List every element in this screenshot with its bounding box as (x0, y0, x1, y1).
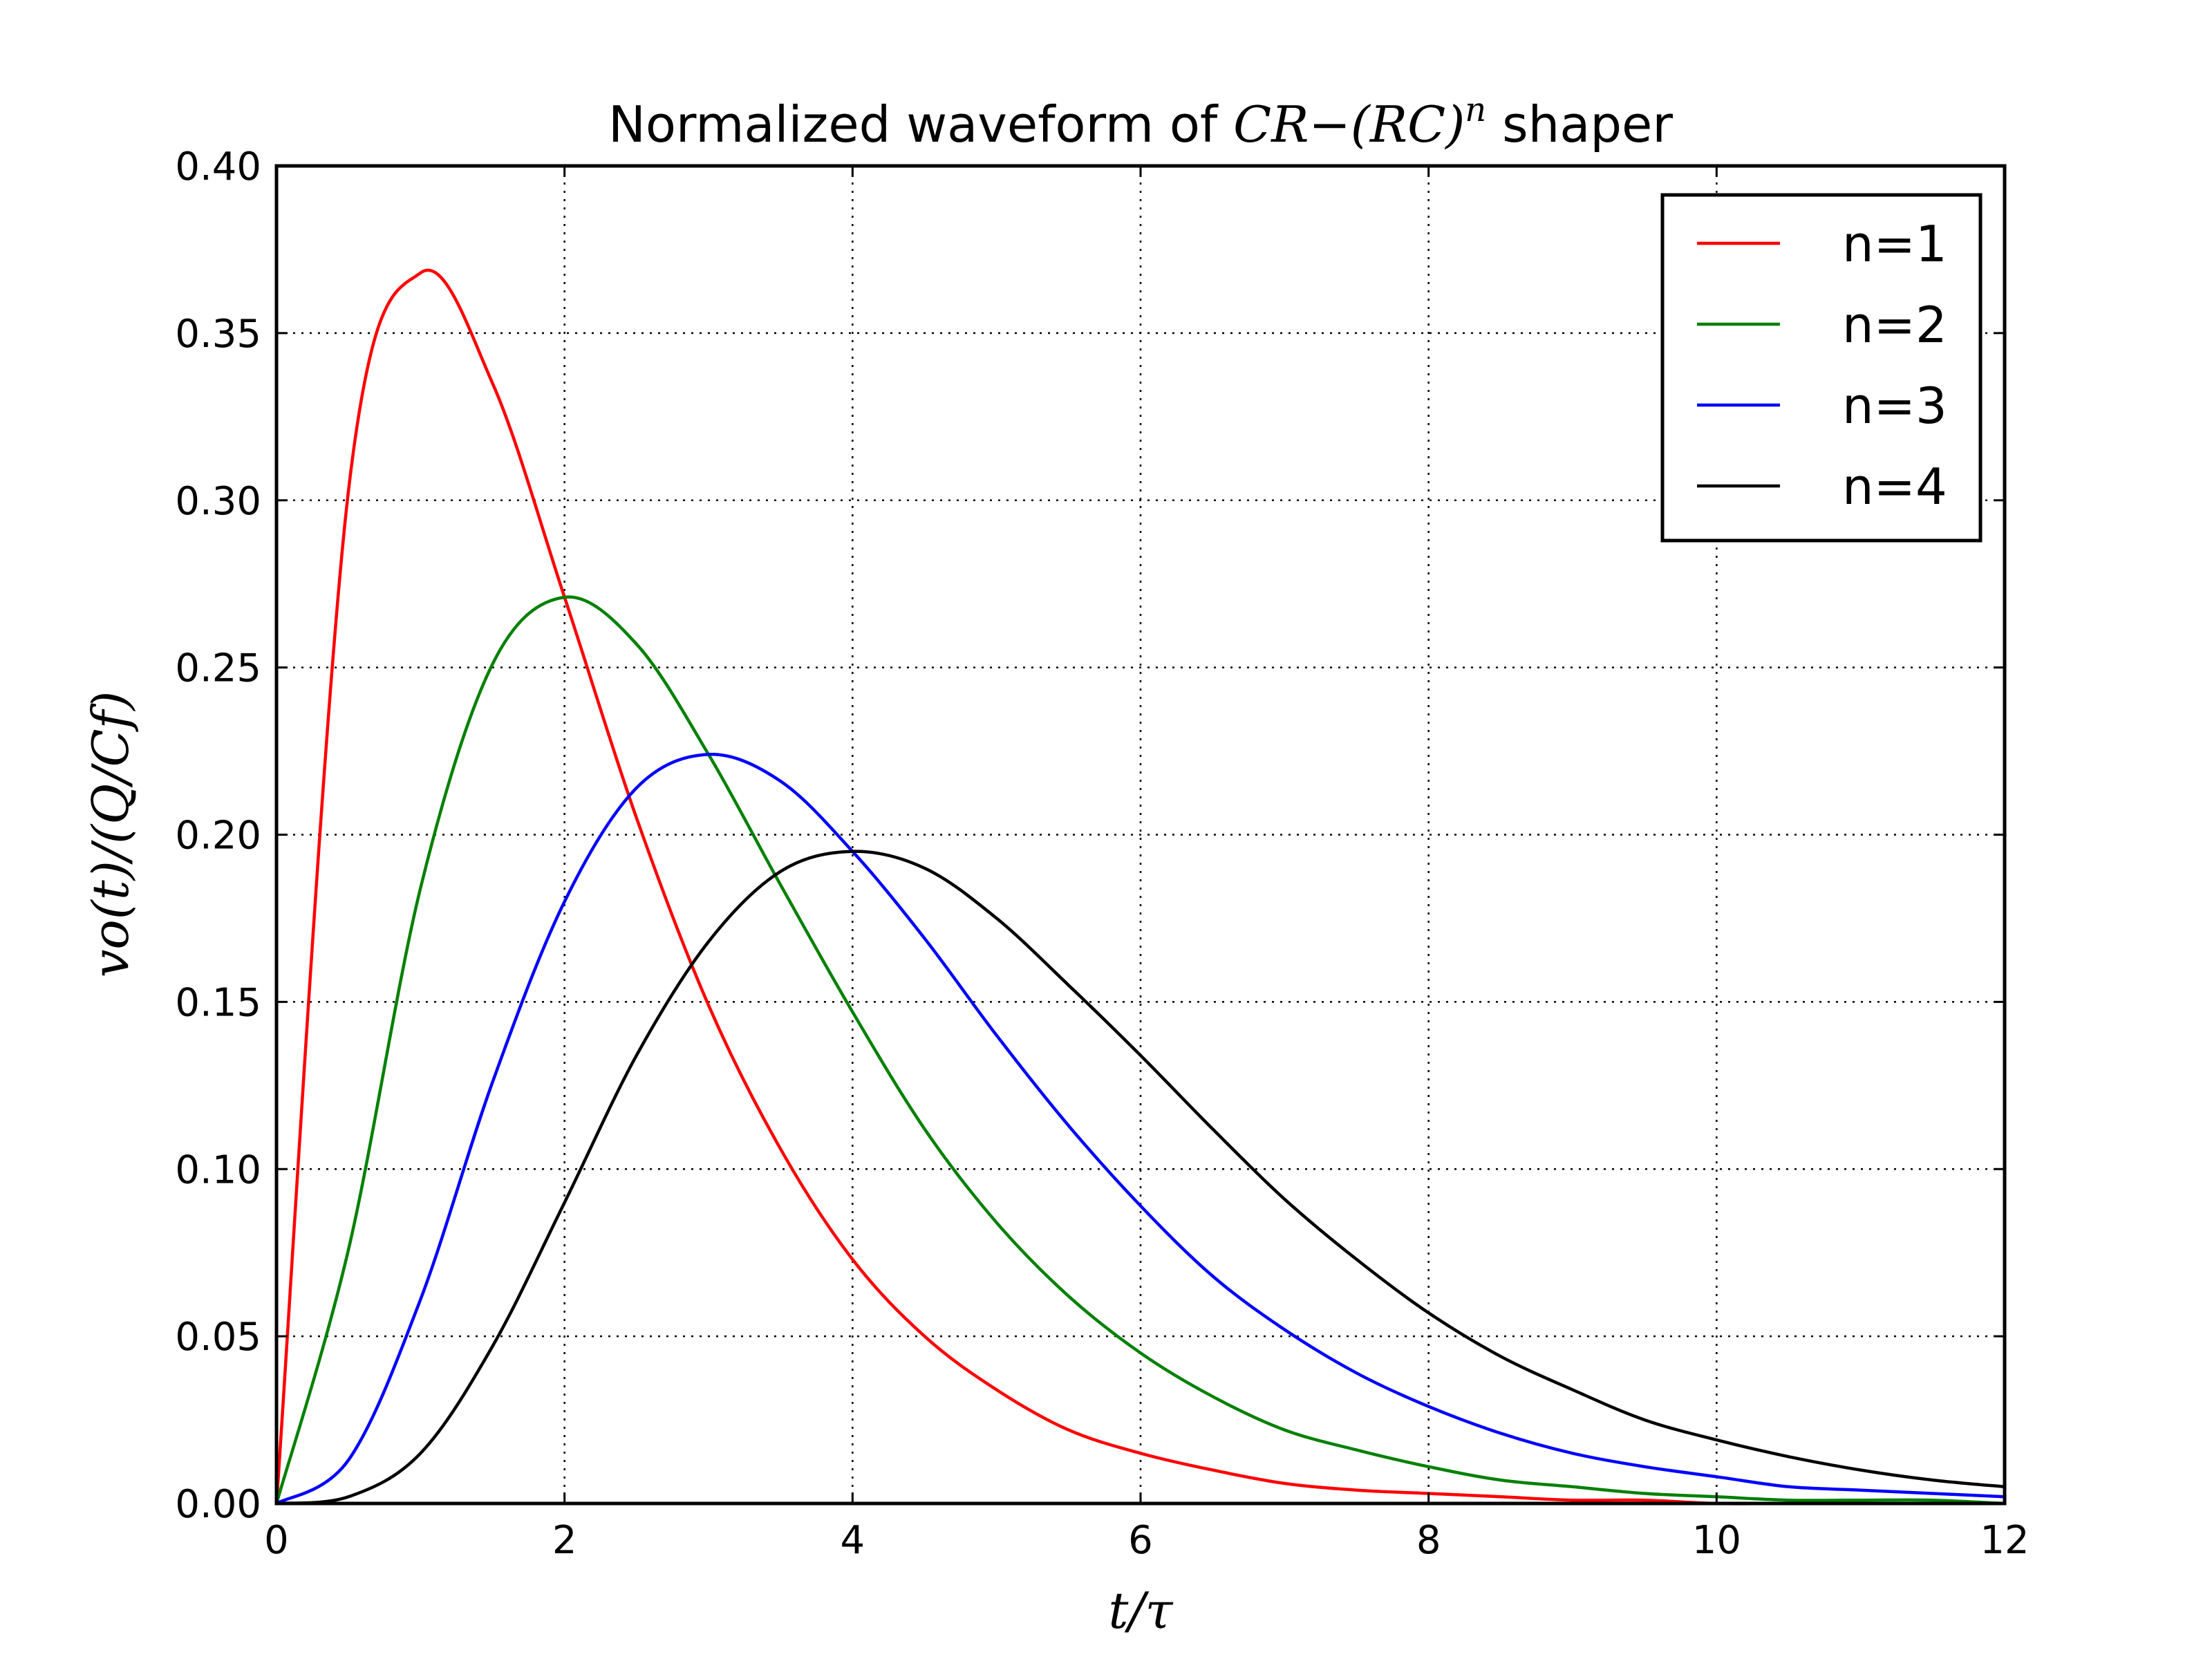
x-tick-label: 2 (552, 1518, 577, 1563)
chart-title-math-exponent: n (1465, 91, 1486, 129)
x-tick-label: 10 (1692, 1518, 1741, 1563)
chart-title-suffix: shaper (1486, 95, 1673, 153)
chart-title-math: CR−(RC) (1233, 95, 1465, 153)
y-tick-label: 0.20 (175, 814, 261, 859)
x-tick-label: 12 (1980, 1518, 2029, 1563)
x-tick-label: 4 (841, 1518, 865, 1563)
y-tick-label: 0.25 (175, 646, 261, 691)
legend-label-n=2: n=2 (1842, 296, 1947, 354)
y-tick-label: 0.40 (175, 144, 261, 189)
y-tick-label: 0.35 (175, 312, 261, 357)
legend-label-n=4: n=4 (1842, 458, 1947, 516)
y-axis-label: vo(t)/(Q/Cf) (82, 691, 140, 978)
grid-layer (276, 166, 2005, 1503)
series-line-n=2 (274, 595, 2007, 1506)
series-layer (274, 268, 2007, 1506)
y-tick-label: 0.15 (175, 980, 261, 1025)
y-tick-label: 0.10 (175, 1147, 261, 1192)
legend-box (1660, 193, 1983, 543)
x-tick-label: 6 (1128, 1518, 1153, 1563)
y-tick-label: 0.00 (175, 1482, 261, 1527)
chart-title: Normalized waveform of CR−(RC)n shaper (608, 91, 1673, 153)
plot-frame (274, 164, 2007, 1506)
chart-title-prefix: Normalized waveform of (608, 95, 1233, 153)
x-tick-label: 8 (1416, 1518, 1441, 1563)
legend: n=1 n=2 n=3 n=4 (1660, 193, 1983, 543)
series-line-n=4 (274, 850, 2007, 1506)
x-tick-label: 0 (264, 1518, 289, 1563)
legend-entries: n=1 n=2 n=3 n=4 (1697, 215, 1947, 516)
tick-layer: 0 2 4 6 8 10 12 0.00 0.05 0.10 0.15 0.20 0.25 0.30 0.3… (175, 144, 2029, 1563)
y-tick-label: 0.05 (175, 1315, 261, 1360)
series-line-n=1 (274, 268, 2007, 1506)
x-axis-label: t/τ (1108, 1582, 1173, 1640)
y-tick-label: 0.30 (175, 479, 261, 524)
series-line-n=3 (274, 753, 2007, 1506)
legend-label-n=3: n=3 (1842, 377, 1947, 435)
legend-label-n=1: n=1 (1842, 215, 1947, 273)
